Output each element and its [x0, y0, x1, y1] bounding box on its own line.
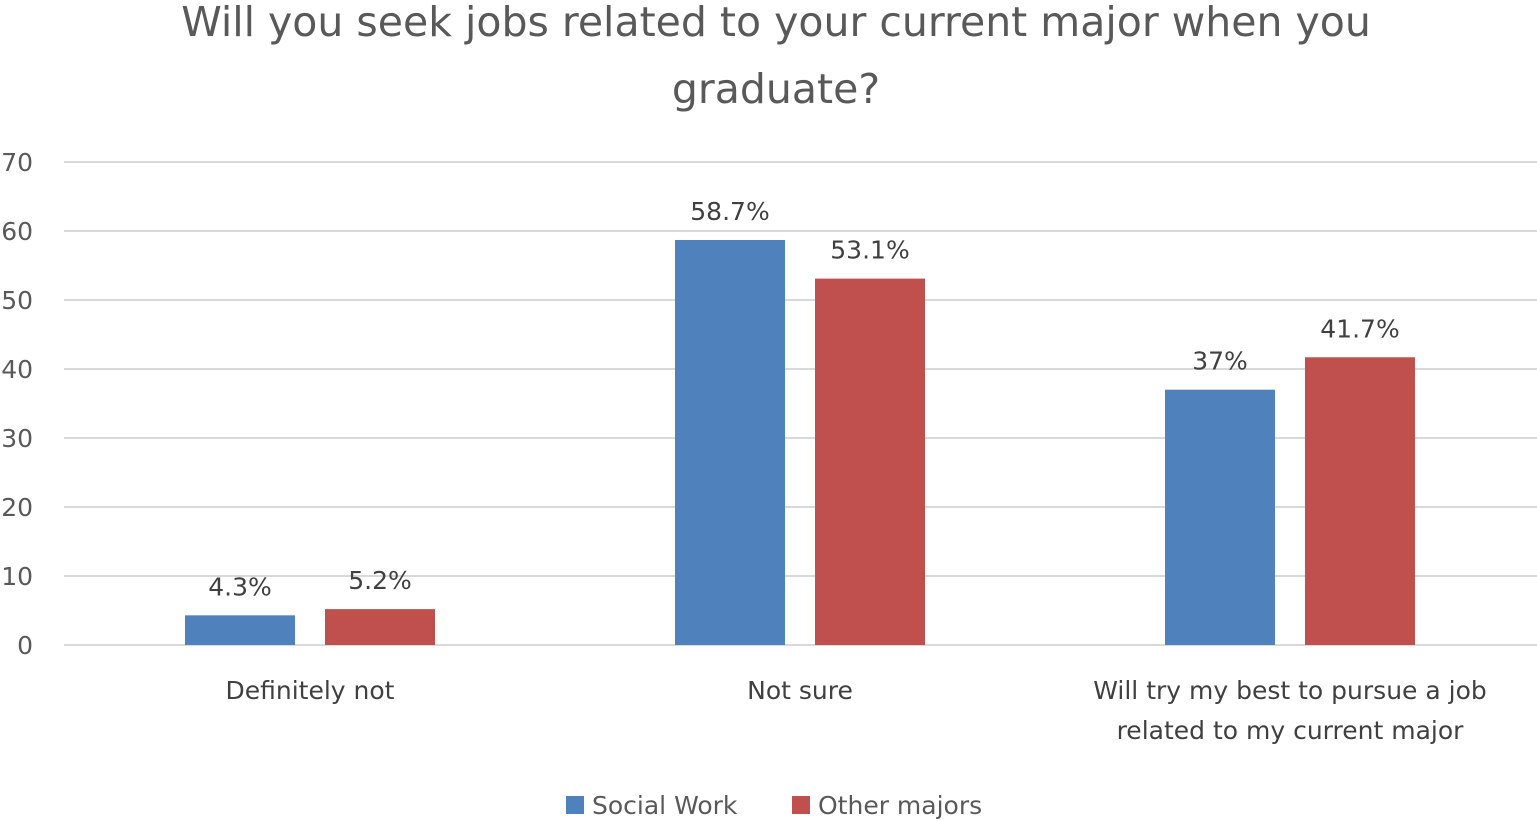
bar-social-work-2 — [1165, 389, 1275, 645]
legend-label-social-work: Social Work — [592, 791, 738, 820]
chart-title-line-2: graduate? — [672, 65, 880, 113]
x-category-label-2-line-0: Will try my best to pursue a job — [1093, 676, 1487, 705]
gridlines — [64, 161, 1537, 646]
y-tick-label-0: 0 — [17, 631, 33, 660]
data-label-social-work-2: 37% — [1192, 347, 1248, 376]
y-axis: 0 10 20 30 40 50 60 70 — [1, 148, 33, 660]
legend-swatch-other-majors — [792, 796, 810, 814]
data-label-other-majors-0: 5.2% — [348, 566, 412, 595]
y-tick-label-60: 60 — [1, 217, 33, 246]
legend-label-other-majors: Other majors — [818, 791, 982, 820]
bar-social-work-1 — [675, 239, 785, 645]
x-category-label-0-line-0: Definitely not — [226, 676, 395, 705]
chart-title: Will you seek jobs related to your curre… — [181, 0, 1371, 113]
y-tick-label-70: 70 — [1, 148, 33, 177]
y-tick-label-40: 40 — [1, 355, 33, 384]
data-label-other-majors-2: 41.7% — [1320, 314, 1399, 343]
data-labels: 4.3% 58.7% 37% 5.2% 53.1% 41.7% — [208, 197, 1399, 601]
chart-title-line-1: Will you seek jobs related to your curre… — [181, 0, 1371, 46]
legend-swatch-social-work — [566, 796, 584, 814]
data-label-social-work-0: 4.3% — [208, 572, 272, 601]
y-tick-label-30: 30 — [1, 424, 33, 453]
x-category-label-1-line-0: Not sure — [747, 676, 853, 705]
x-category-label-2-line-1: related to my current major — [1117, 716, 1465, 745]
bar-other-majors-2 — [1305, 357, 1415, 645]
data-label-other-majors-1: 53.1% — [830, 236, 909, 265]
y-tick-label-20: 20 — [1, 493, 33, 522]
bar-social-work-0 — [185, 615, 295, 645]
y-tick-label-50: 50 — [1, 286, 33, 315]
bar-other-majors-0 — [325, 609, 435, 645]
legend: Social Work Other majors — [566, 791, 982, 820]
bars — [185, 239, 1415, 645]
y-tick-label-10: 10 — [1, 562, 33, 591]
data-label-social-work-1: 58.7% — [690, 197, 769, 226]
bar-other-majors-1 — [815, 278, 925, 645]
x-axis: Definitely not Not sure Will try my best t… — [226, 676, 1487, 745]
